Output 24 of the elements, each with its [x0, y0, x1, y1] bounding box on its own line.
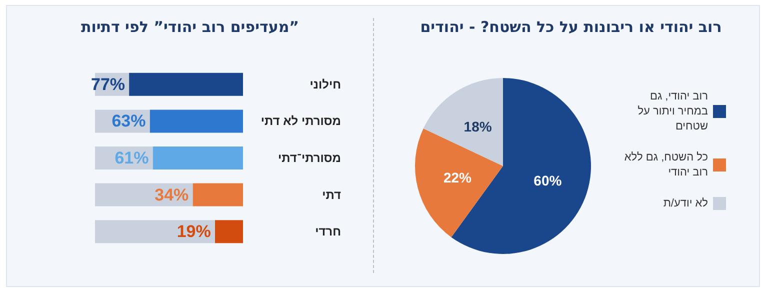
- chart-title: ”מעדיפים רוב יהודי” לפי דתיות: [80, 18, 300, 36]
- y-tick-label: חרדי: [315, 224, 341, 239]
- y-tick-label: דתי: [322, 188, 341, 202]
- legend-label: כל השטח, גם ללא רוב יהודי: [621, 152, 708, 178]
- data-label: 60%: [534, 172, 562, 189]
- bar: [192, 183, 243, 206]
- bar: [95, 220, 215, 244]
- data-label: 34%: [154, 185, 189, 204]
- data-label: 61%: [114, 148, 149, 168]
- bar: [152, 146, 243, 170]
- bar: [214, 220, 243, 244]
- bar: [150, 110, 243, 133]
- data-label: 77%: [91, 74, 126, 94]
- y-tick-label: מסורתי־דתי: [278, 151, 341, 165]
- legend-label: לא יודע/ת: [663, 198, 708, 210]
- y-tick-label: מסורתי לא דתי: [260, 114, 341, 128]
- data-label: 19%: [176, 222, 211, 242]
- legend-label: רוב יהודי, גם במחיר ויתור על שטחים: [634, 90, 708, 132]
- chart-title: רוב יהודי או ריבונות על כל השטח? - יהודים: [419, 18, 723, 36]
- data-label: 18%: [464, 118, 492, 134]
- data-label: 63%: [112, 112, 146, 131]
- bar: [129, 72, 243, 96]
- data-label: 22%: [443, 170, 472, 186]
- y-tick-label: חילוני: [310, 77, 341, 92]
